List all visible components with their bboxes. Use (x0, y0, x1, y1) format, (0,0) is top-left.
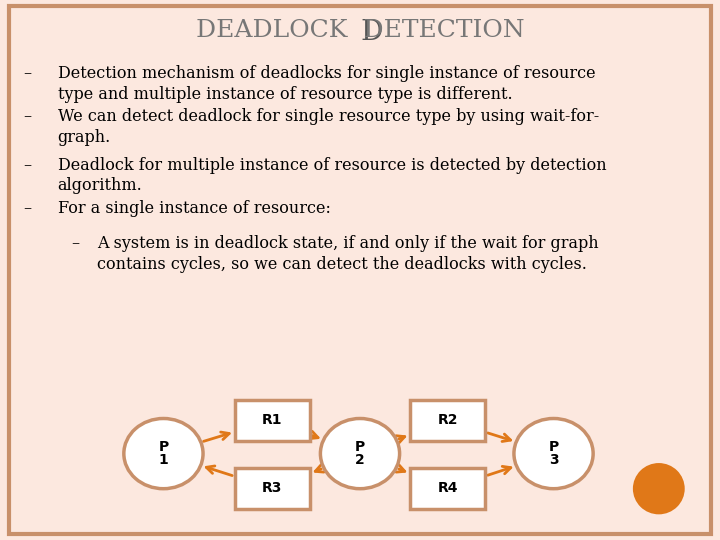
Text: R1: R1 (262, 413, 282, 427)
Text: –: – (23, 65, 32, 82)
Text: P
1: P 1 (158, 441, 168, 467)
Text: Deadlock for multiple instance of resource is detected by detection
algorithm.: Deadlock for multiple instance of resour… (58, 157, 606, 194)
Text: For a single instance of resource:: For a single instance of resource: (58, 200, 330, 217)
Text: R3: R3 (262, 481, 282, 495)
Ellipse shape (514, 418, 593, 489)
Text: R4: R4 (438, 481, 458, 495)
Text: Detection mechanism of deadlocks for single instance of resource
type and multip: Detection mechanism of deadlocks for sin… (58, 65, 595, 103)
Text: We can detect deadlock for single resource type by using wait-for-
graph.: We can detect deadlock for single resour… (58, 108, 599, 146)
Text: DEADLOCK  DETECTION: DEADLOCK DETECTION (196, 19, 524, 42)
FancyBboxPatch shape (410, 468, 485, 509)
Text: –: – (23, 108, 32, 125)
Text: R2: R2 (438, 413, 458, 427)
Ellipse shape (320, 418, 400, 489)
FancyBboxPatch shape (235, 400, 310, 441)
Text: –: – (23, 157, 32, 173)
Text: P
3: P 3 (549, 441, 559, 467)
Ellipse shape (633, 463, 685, 514)
Text: P
2: P 2 (355, 441, 365, 467)
Ellipse shape (124, 418, 203, 489)
Text: D: D (360, 19, 382, 46)
Text: –: – (71, 235, 80, 252)
FancyBboxPatch shape (410, 400, 485, 441)
Text: –: – (23, 200, 32, 217)
FancyBboxPatch shape (235, 468, 310, 509)
Text: A system is in deadlock state, if and only if the wait for graph
contains cycles: A system is in deadlock state, if and on… (97, 235, 599, 273)
